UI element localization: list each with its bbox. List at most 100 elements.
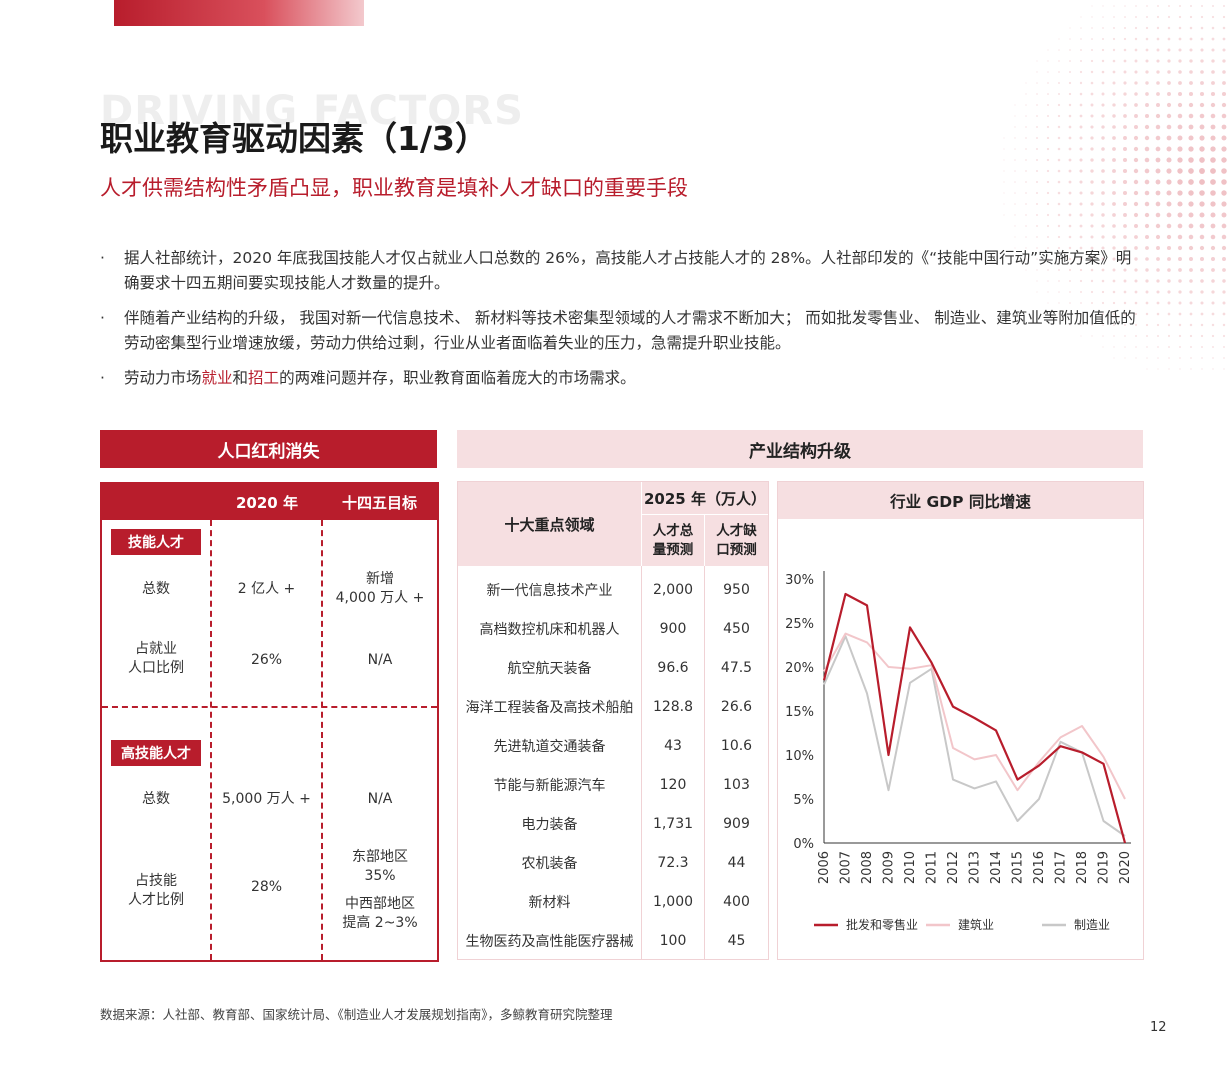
chart-title: 行业 GDP 同比增速	[778, 482, 1143, 519]
globe-dot	[1167, 290, 1171, 294]
globe-dot	[1123, 70, 1127, 74]
globe-dot	[1025, 159, 1027, 161]
globe-dot	[1113, 335, 1115, 337]
globe-dot	[1199, 124, 1205, 130]
gap-forecast: 26.6	[720, 698, 753, 715]
globe-dot	[1221, 223, 1227, 229]
globe-dot	[1101, 202, 1105, 206]
globe-dot	[1102, 16, 1104, 18]
globe-dot	[1199, 212, 1205, 218]
globe-dot	[1112, 48, 1116, 52]
globe-dot	[1068, 147, 1072, 151]
globe-dot	[1222, 15, 1226, 19]
globe-dot	[1090, 246, 1094, 250]
globe-dot	[1003, 148, 1005, 150]
divider	[641, 566, 642, 959]
globe-dot	[1123, 125, 1127, 129]
table-row: 生物医药及高性能医疗器械 100 45	[458, 921, 768, 960]
globe-dot	[1222, 4, 1226, 8]
globe-dot	[1144, 124, 1150, 130]
globe-dot	[1124, 357, 1126, 359]
globe-dot	[1112, 235, 1116, 239]
globe-dot	[1222, 290, 1226, 294]
globe-dot	[1035, 180, 1039, 184]
globe-dot	[1102, 335, 1104, 337]
globe-dot	[1046, 202, 1050, 206]
col-total-forecast: 人才总 量预测	[642, 515, 704, 566]
globe-dot	[1058, 60, 1060, 62]
y-tick-label: 0%	[793, 837, 814, 852]
globe-dot	[1133, 135, 1139, 141]
globe-dot	[1155, 113, 1161, 119]
globe-dot	[1036, 126, 1038, 128]
globe-dot	[1134, 114, 1138, 118]
globe-dot	[1146, 5, 1148, 7]
globe-dot	[1079, 224, 1083, 228]
globe-dot	[1210, 135, 1216, 141]
globe-dot	[1047, 60, 1049, 62]
globe-dot	[1003, 192, 1005, 194]
globe-dot	[1079, 235, 1083, 239]
globe-dot	[1123, 213, 1127, 217]
globe-dot	[1145, 103, 1149, 107]
globe-dot	[1210, 124, 1216, 130]
globe-dot	[1145, 81, 1149, 85]
globe-dot	[1200, 268, 1204, 272]
globe-dot	[1068, 180, 1072, 184]
globe-dot	[1189, 257, 1193, 261]
globe-dot	[1221, 245, 1227, 251]
globe-dot	[1221, 157, 1227, 163]
globe-dot	[1144, 234, 1150, 240]
globe-dot	[1014, 137, 1016, 139]
globe-dot	[1156, 301, 1160, 305]
globe-dot	[1134, 301, 1138, 305]
talent-forecast-table: 十大重点领域 2025 年（万人） 人才总 量预测 人才缺 口预测 新一代信息技术产…	[457, 481, 769, 960]
globe-dot	[1200, 290, 1204, 294]
x-tick-label: 2006	[817, 851, 832, 884]
globe-dot	[1199, 245, 1205, 251]
globe-dot	[1090, 169, 1094, 173]
x-tick-label: 2019	[1097, 851, 1112, 884]
divider	[321, 520, 323, 960]
globe-dot	[1101, 301, 1105, 305]
gdp-growth-chart: 行业 GDP 同比增速 0% 5% 10% 15% 20% 25% 30% 2006 2007 2…	[777, 481, 1144, 960]
globe-dot	[1222, 257, 1226, 261]
legend-label: 建筑业	[958, 917, 994, 932]
x-tick-label: 2009	[882, 851, 897, 884]
y-tick-label: 10%	[785, 749, 814, 764]
globe-dot	[1068, 81, 1072, 85]
x-tick-label: 2012	[946, 851, 961, 884]
x-tick-label: 2008	[860, 851, 875, 884]
globe-dot	[1156, 26, 1160, 30]
globe-dot	[1189, 279, 1193, 283]
globe-dot	[1212, 368, 1214, 370]
globe-dot	[1155, 146, 1161, 152]
globe-dot	[1134, 235, 1138, 239]
globe-dot	[1145, 246, 1149, 250]
value: N/A	[367, 652, 393, 668]
globe-dot	[1090, 290, 1094, 294]
globe-dot	[1025, 192, 1027, 194]
globe-dot	[1221, 113, 1227, 119]
globe-dot	[1199, 256, 1205, 262]
globe-dot	[1155, 135, 1161, 141]
value: 中西部地区 提高 2~3%	[342, 896, 418, 931]
globe-dot	[1090, 224, 1094, 228]
globe-dot	[1166, 223, 1172, 229]
total-forecast: 128.8	[652, 698, 694, 715]
globe-dot	[1101, 191, 1105, 195]
globe-dot	[1179, 357, 1181, 359]
globe-dot	[1014, 236, 1016, 238]
globe-dot	[1025, 82, 1027, 84]
globe-dot	[1036, 258, 1038, 260]
globe-dot	[1058, 291, 1060, 293]
globe-dot	[1090, 235, 1094, 239]
globe-dot	[1177, 124, 1183, 130]
globe-dot	[1080, 335, 1082, 337]
globe-dot	[1189, 37, 1193, 41]
globe-dot	[1112, 147, 1116, 151]
globe-dot	[1156, 323, 1160, 327]
globe-dot	[1177, 91, 1183, 97]
globe-dot	[1188, 124, 1194, 130]
globe-dot	[1057, 235, 1061, 239]
